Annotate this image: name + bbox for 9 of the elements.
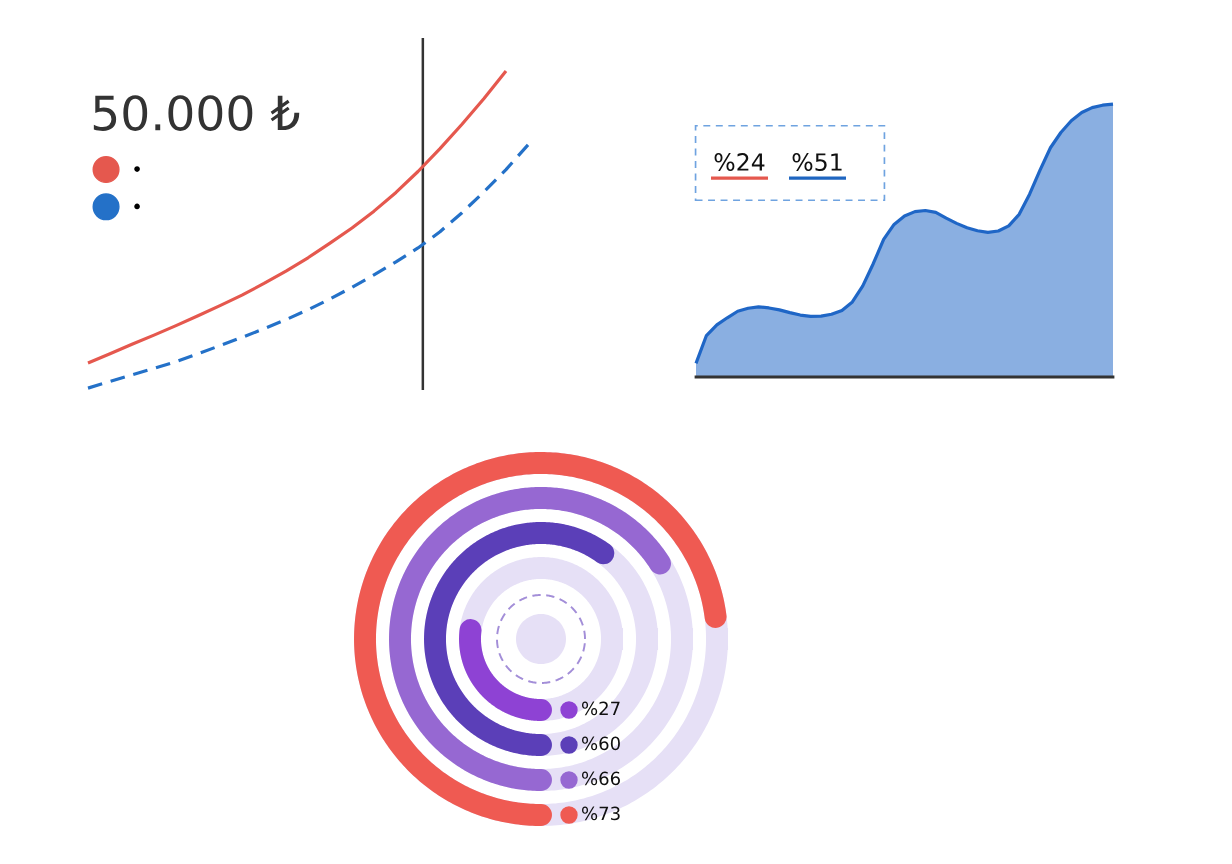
data-label: %27 [582, 701, 620, 716]
data-label: %60 [582, 736, 620, 751]
legend-label: • [134, 166, 140, 172]
chart-title: 50.000 ₺ [93, 95, 300, 131]
annotation: %51 [792, 153, 842, 171]
legend-label: • [134, 203, 140, 210]
annotation: %24 [714, 153, 765, 171]
data-label: %73 [582, 806, 620, 821]
data-label: %66 [582, 771, 620, 786]
